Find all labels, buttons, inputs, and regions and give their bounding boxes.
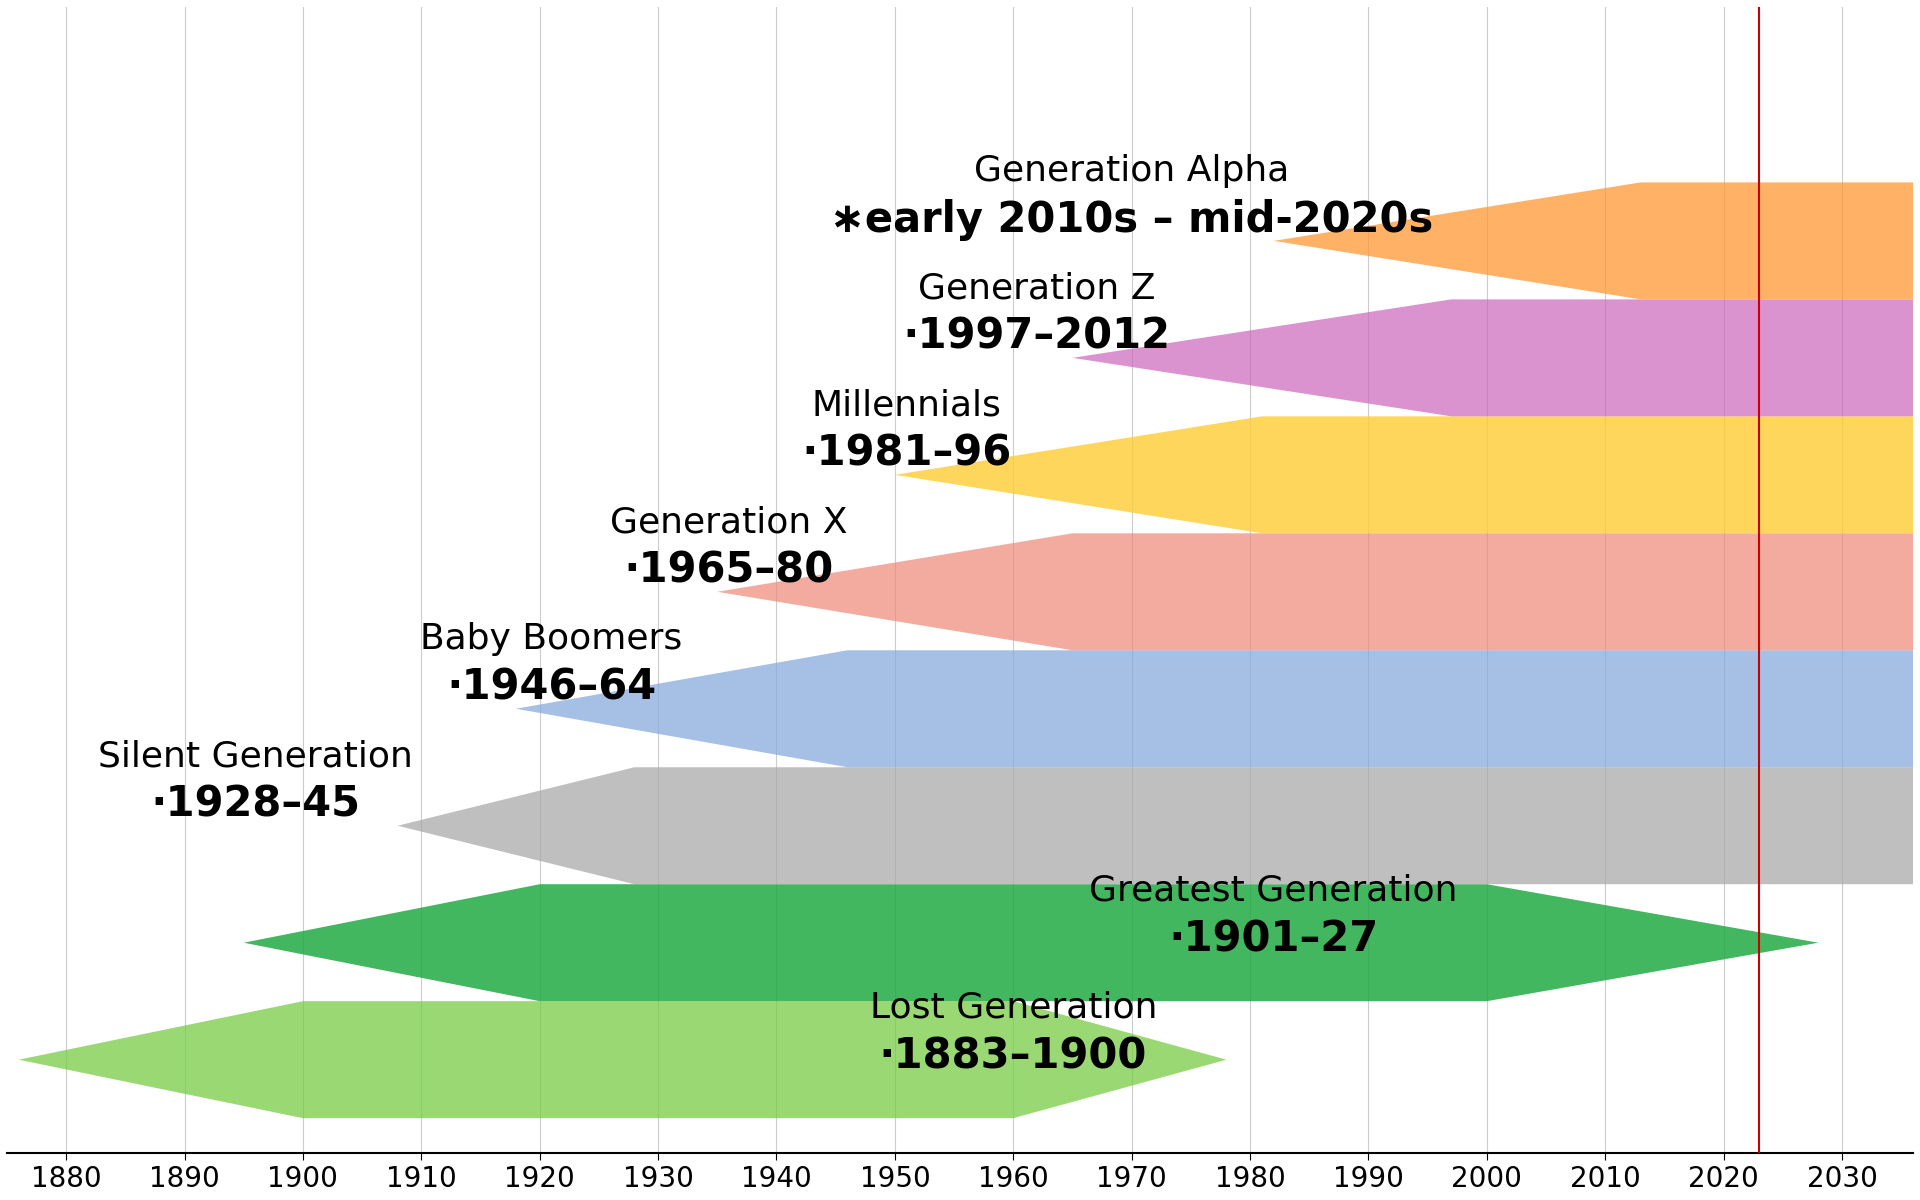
Text: Baby Boomers: Baby Boomers [420, 622, 684, 656]
Text: ‧1997–2012: ‧1997–2012 [904, 316, 1171, 358]
Text: ‧1883–1900: ‧1883–1900 [879, 1036, 1146, 1078]
Polygon shape [718, 533, 1912, 650]
Polygon shape [244, 884, 1818, 1001]
Text: Generation X: Generation X [611, 505, 849, 539]
Polygon shape [19, 1001, 1227, 1118]
Text: Greatest Generation: Greatest Generation [1089, 874, 1457, 907]
Polygon shape [397, 767, 1912, 884]
Text: ∗early 2010s – mid-2020s: ∗early 2010s – mid-2020s [829, 199, 1434, 241]
Text: Millennials: Millennials [812, 388, 1002, 422]
Polygon shape [1273, 182, 1912, 299]
Text: ‧1981–96: ‧1981–96 [803, 433, 1012, 475]
Polygon shape [516, 650, 1912, 767]
Text: Generation Alpha: Generation Alpha [973, 155, 1290, 188]
Polygon shape [895, 416, 1912, 533]
Text: Silent Generation: Silent Generation [98, 739, 413, 773]
Text: ‧1946–64: ‧1946–64 [447, 667, 657, 709]
Text: ‧1928–45: ‧1928–45 [152, 784, 361, 826]
Polygon shape [1073, 299, 1912, 416]
Text: ‧1965–80: ‧1965–80 [624, 550, 833, 592]
Text: Lost Generation: Lost Generation [870, 990, 1158, 1025]
Text: ‧1901–27: ‧1901–27 [1169, 918, 1379, 960]
Text: Generation Z: Generation Z [918, 271, 1156, 305]
